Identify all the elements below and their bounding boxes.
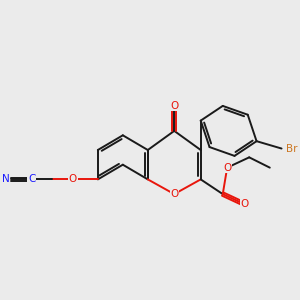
Text: O: O xyxy=(241,200,249,209)
Text: N: N xyxy=(2,174,10,184)
Text: C: C xyxy=(28,174,35,184)
Text: Br: Br xyxy=(286,143,298,154)
Text: O: O xyxy=(170,189,178,199)
Text: O: O xyxy=(170,101,178,111)
Text: O: O xyxy=(223,163,231,172)
Text: O: O xyxy=(69,174,77,184)
